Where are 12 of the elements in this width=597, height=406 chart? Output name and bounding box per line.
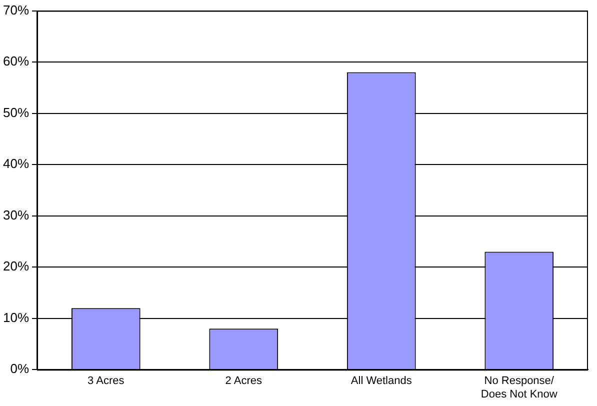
y-tick-label: 50% — [2, 104, 30, 120]
x-tick-label: All Wetlands — [350, 375, 412, 388]
x-tick-label: 2 Acres — [225, 375, 262, 388]
y-tick-label: 0% — [10, 361, 30, 376]
y-tick-label: 20% — [2, 258, 30, 274]
y-tick-label: 70% — [2, 2, 30, 18]
y-tick-label: 10% — [2, 310, 30, 325]
y-tick-label: 60% — [2, 54, 30, 69]
y-tick-label: 30% — [2, 207, 30, 222]
y-tick-label: 40% — [2, 156, 30, 172]
x-tick-label: No Response/ Does Not Know — [480, 375, 558, 400]
x-tick-label: 3 Acres — [88, 375, 125, 388]
